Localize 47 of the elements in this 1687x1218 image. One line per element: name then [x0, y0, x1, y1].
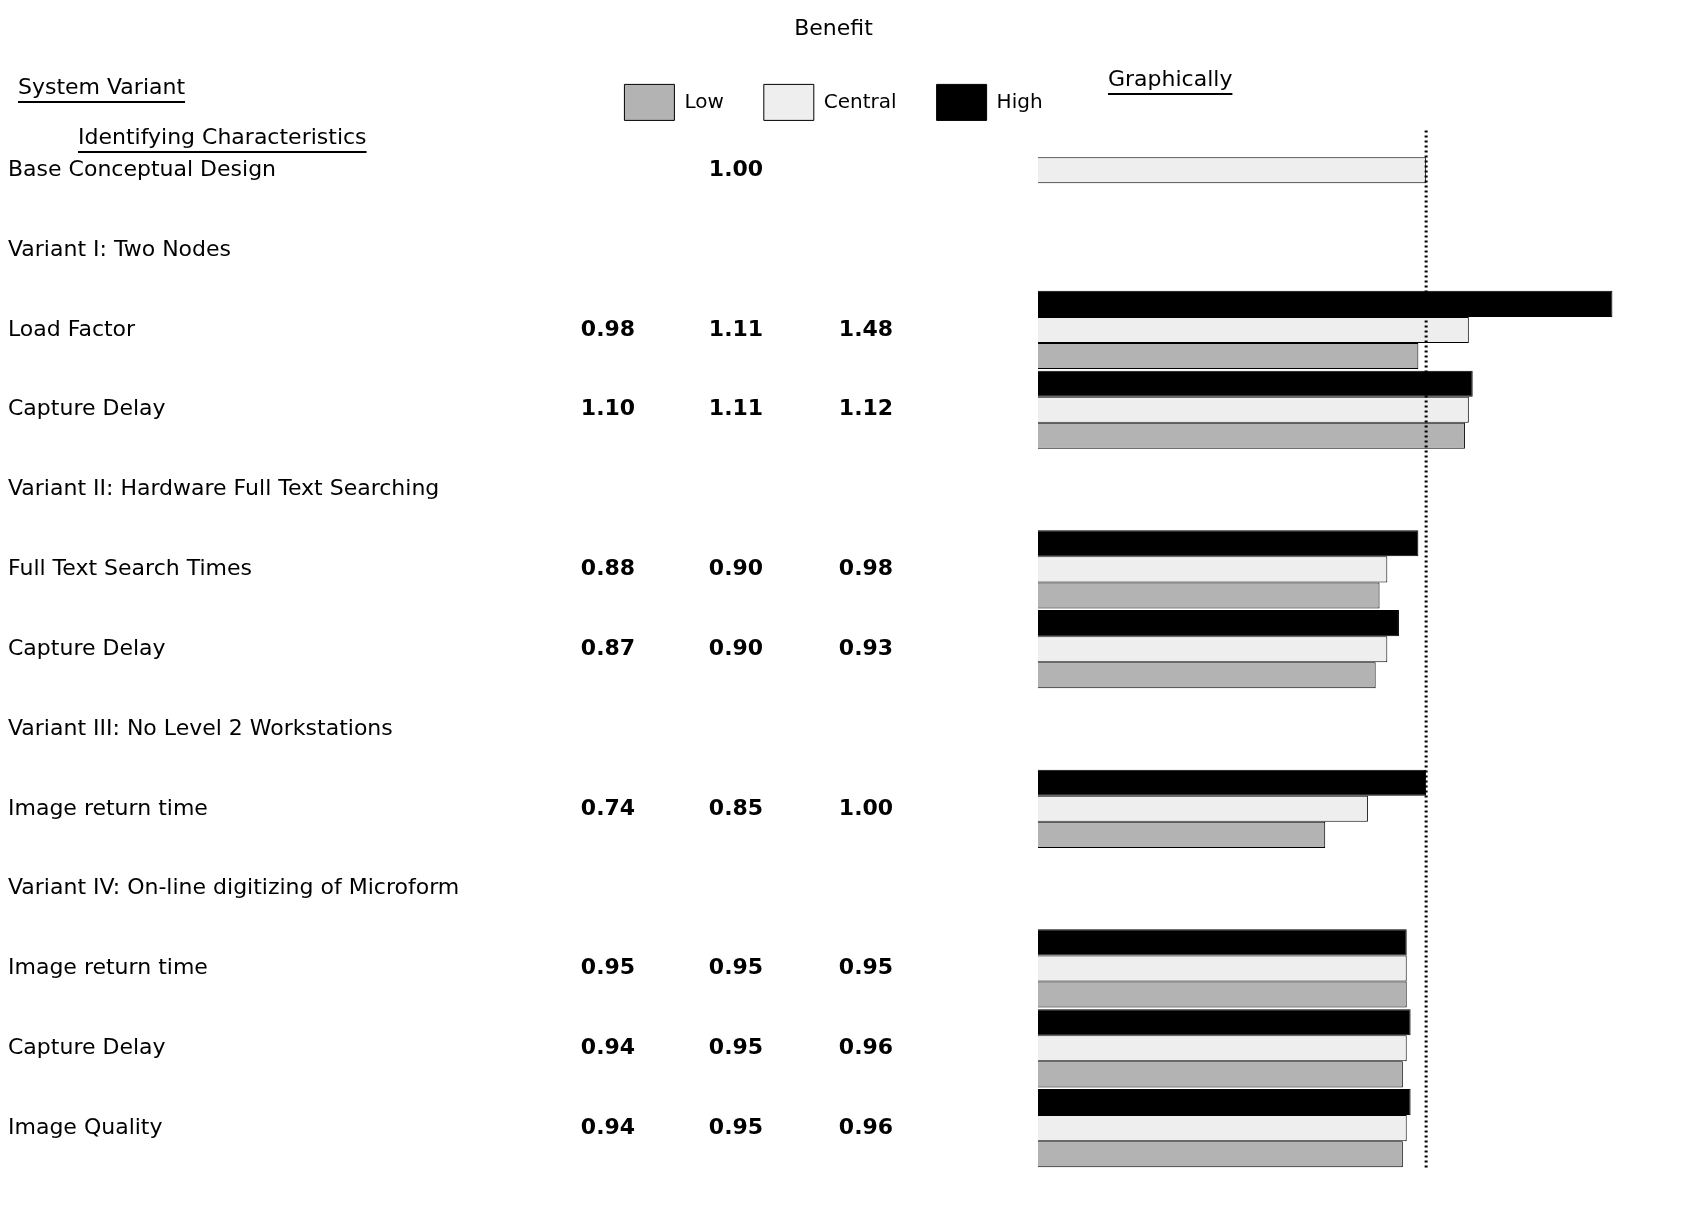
data-label: 0.98: [580, 315, 636, 341]
data-label: 0.95: [838, 954, 894, 980]
data-label: 1.11: [708, 395, 764, 421]
data-label: 0.94: [580, 1113, 636, 1139]
data-label: 1.48: [838, 315, 894, 341]
legend-label: Central: [823, 88, 897, 113]
data-label: 0.95: [580, 954, 636, 980]
data-label: 0.94: [580, 1034, 636, 1059]
legend-label: Low: [684, 88, 724, 113]
bar: [1038, 1009, 1411, 1036]
y-tick-label: Variant I: Two Nodes: [8, 235, 232, 261]
data-label: 1.00: [708, 156, 764, 182]
data-label: 0.74: [580, 794, 636, 820]
bar: [1038, 929, 1407, 956]
text: Identifying Characteristics: [78, 123, 367, 149]
data-label: 0.87: [580, 634, 636, 660]
data-label: 0.95: [708, 1034, 764, 1059]
data-label: 0.85: [708, 794, 764, 820]
y-tick-label: Base Conceptual Design: [8, 156, 277, 182]
legend-label: High: [996, 88, 1043, 113]
legend-title: Benefit: [794, 14, 874, 40]
data-label: 0.90: [708, 634, 764, 660]
data-label: 0.88: [580, 555, 636, 581]
data-label: 0.96: [838, 1034, 894, 1059]
y-tick-label: Load Factor: [8, 315, 137, 341]
data-label: 0.96: [838, 1113, 894, 1139]
y-tick-label: Full Text Search Times: [8, 555, 252, 581]
y-tick-label: Image return time: [8, 954, 208, 980]
y-tick-label: Capture Delay: [8, 1034, 166, 1059]
data-label: 0.90: [708, 555, 764, 581]
y-tick-label: Variant III: No Level 2 Workstations: [8, 714, 393, 740]
data-label: 1.00: [838, 794, 894, 820]
y-tick-label: Variant IV: On-line digitizing of Microform: [8, 874, 460, 900]
y-tick-label: Capture Delay: [8, 634, 166, 660]
data-label: 0.95: [708, 954, 764, 980]
data-label: 1.12: [838, 395, 894, 421]
data-label: 0.98: [838, 555, 894, 581]
y-tick-label: Image Quality: [8, 1113, 163, 1139]
data-label: 0.93: [838, 634, 894, 660]
data-label: 1.11: [708, 315, 764, 341]
y-tick-label: Variant II: Hardware Full Text Searching: [8, 475, 440, 501]
data-label: 1.10: [580, 395, 636, 421]
text: System Variant: [18, 73, 186, 99]
text: Graphically: [1108, 65, 1233, 91]
y-tick-label: Image return time: [8, 794, 208, 820]
y-tick-label: Capture Delay: [8, 395, 166, 421]
data-label: 0.95: [708, 1113, 764, 1139]
